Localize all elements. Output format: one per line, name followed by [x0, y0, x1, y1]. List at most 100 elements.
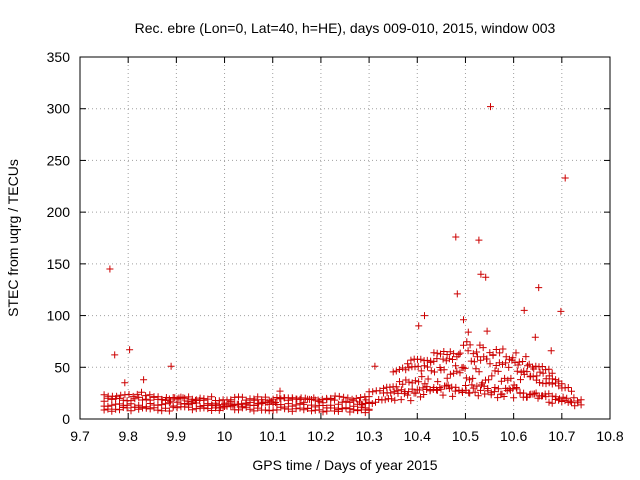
data-point — [574, 397, 581, 405]
data-point — [117, 391, 125, 399]
data-point — [568, 387, 575, 395]
data-point — [204, 400, 212, 408]
data-point — [397, 396, 405, 404]
data-point — [292, 405, 300, 413]
data-point — [477, 356, 485, 364]
data-point — [424, 375, 432, 383]
data-point — [545, 365, 553, 373]
data-point — [568, 399, 575, 407]
data-point — [407, 397, 415, 405]
data-point — [530, 390, 538, 398]
data-point — [467, 357, 475, 365]
data-point — [472, 365, 480, 373]
data-point — [427, 367, 435, 375]
data-point — [446, 348, 454, 356]
data-point — [479, 344, 487, 352]
data-point — [158, 396, 166, 404]
data-point — [501, 374, 509, 382]
data-point — [142, 395, 150, 403]
data-point — [547, 347, 555, 355]
data-point — [453, 353, 461, 361]
data-point — [466, 341, 474, 349]
data-point — [113, 392, 121, 400]
data-point — [405, 388, 413, 396]
data-point — [135, 393, 143, 401]
data-point — [229, 402, 237, 409]
x-tick-label: 10.8 — [596, 428, 623, 444]
data-point — [125, 391, 133, 398]
data-point — [434, 378, 442, 386]
data-point — [162, 404, 169, 412]
data-point — [468, 381, 476, 389]
data-point — [368, 400, 376, 407]
data-point — [473, 382, 481, 390]
data-point — [492, 346, 500, 353]
data-point — [415, 386, 423, 394]
data-point — [564, 384, 572, 391]
data-point — [524, 362, 531, 370]
data-point — [443, 374, 451, 382]
data-point — [527, 372, 535, 380]
data-point — [129, 392, 137, 400]
data-point — [167, 397, 174, 405]
data-point — [394, 387, 402, 395]
data-point — [255, 399, 263, 407]
data-point — [173, 404, 181, 412]
data-point — [487, 389, 495, 397]
data-point — [439, 391, 447, 399]
data-point — [452, 362, 460, 370]
data-point — [381, 396, 389, 404]
data-point — [350, 406, 358, 414]
data-point — [306, 395, 314, 403]
chart-title: Rec. ebre (Lon=0, Lat=40, h=HE), days 00… — [135, 20, 556, 36]
x-axis-label: GPS time / Days of year 2015 — [252, 457, 437, 473]
data-point — [424, 363, 431, 371]
data-point — [319, 408, 327, 416]
data-point — [327, 394, 335, 402]
data-point — [510, 394, 518, 402]
data-point — [357, 394, 365, 401]
data-point — [405, 364, 413, 372]
data-point — [532, 362, 540, 370]
data-point — [509, 354, 517, 362]
data-point — [494, 367, 502, 375]
x-tick-label: 10 — [217, 428, 233, 444]
data-point — [376, 387, 384, 395]
data-point — [146, 391, 154, 399]
data-point — [482, 273, 490, 281]
x-tick-label: 10.6 — [500, 428, 527, 444]
data-point — [273, 406, 281, 414]
data-point — [548, 399, 556, 407]
data-point — [165, 399, 173, 407]
data-point — [437, 385, 445, 393]
data-point — [458, 364, 466, 372]
data-point — [462, 386, 470, 394]
data-point — [414, 362, 422, 370]
data-point — [127, 400, 135, 408]
data-point — [431, 368, 438, 376]
data-point — [254, 393, 262, 401]
y-axis-label: STEC from uqrg / TECUs — [5, 159, 21, 317]
data-point — [338, 398, 346, 406]
data-point — [348, 395, 356, 403]
data-point — [533, 372, 541, 380]
data-point — [486, 360, 494, 368]
data-point — [505, 363, 513, 371]
data-point — [520, 306, 528, 314]
data-point — [453, 290, 461, 298]
data-point — [545, 379, 553, 387]
data-point — [556, 395, 563, 403]
data-point — [489, 351, 497, 359]
data-point — [552, 393, 560, 401]
data-point — [460, 316, 467, 324]
data-point — [419, 384, 427, 392]
data-point — [451, 387, 459, 395]
data-point — [571, 402, 579, 410]
x-tick-label: 10.1 — [259, 428, 286, 444]
data-point — [185, 403, 193, 411]
data-point — [426, 386, 434, 394]
data-point — [250, 407, 258, 415]
data-point — [365, 405, 373, 413]
data-point — [238, 393, 246, 401]
data-point — [483, 327, 491, 335]
